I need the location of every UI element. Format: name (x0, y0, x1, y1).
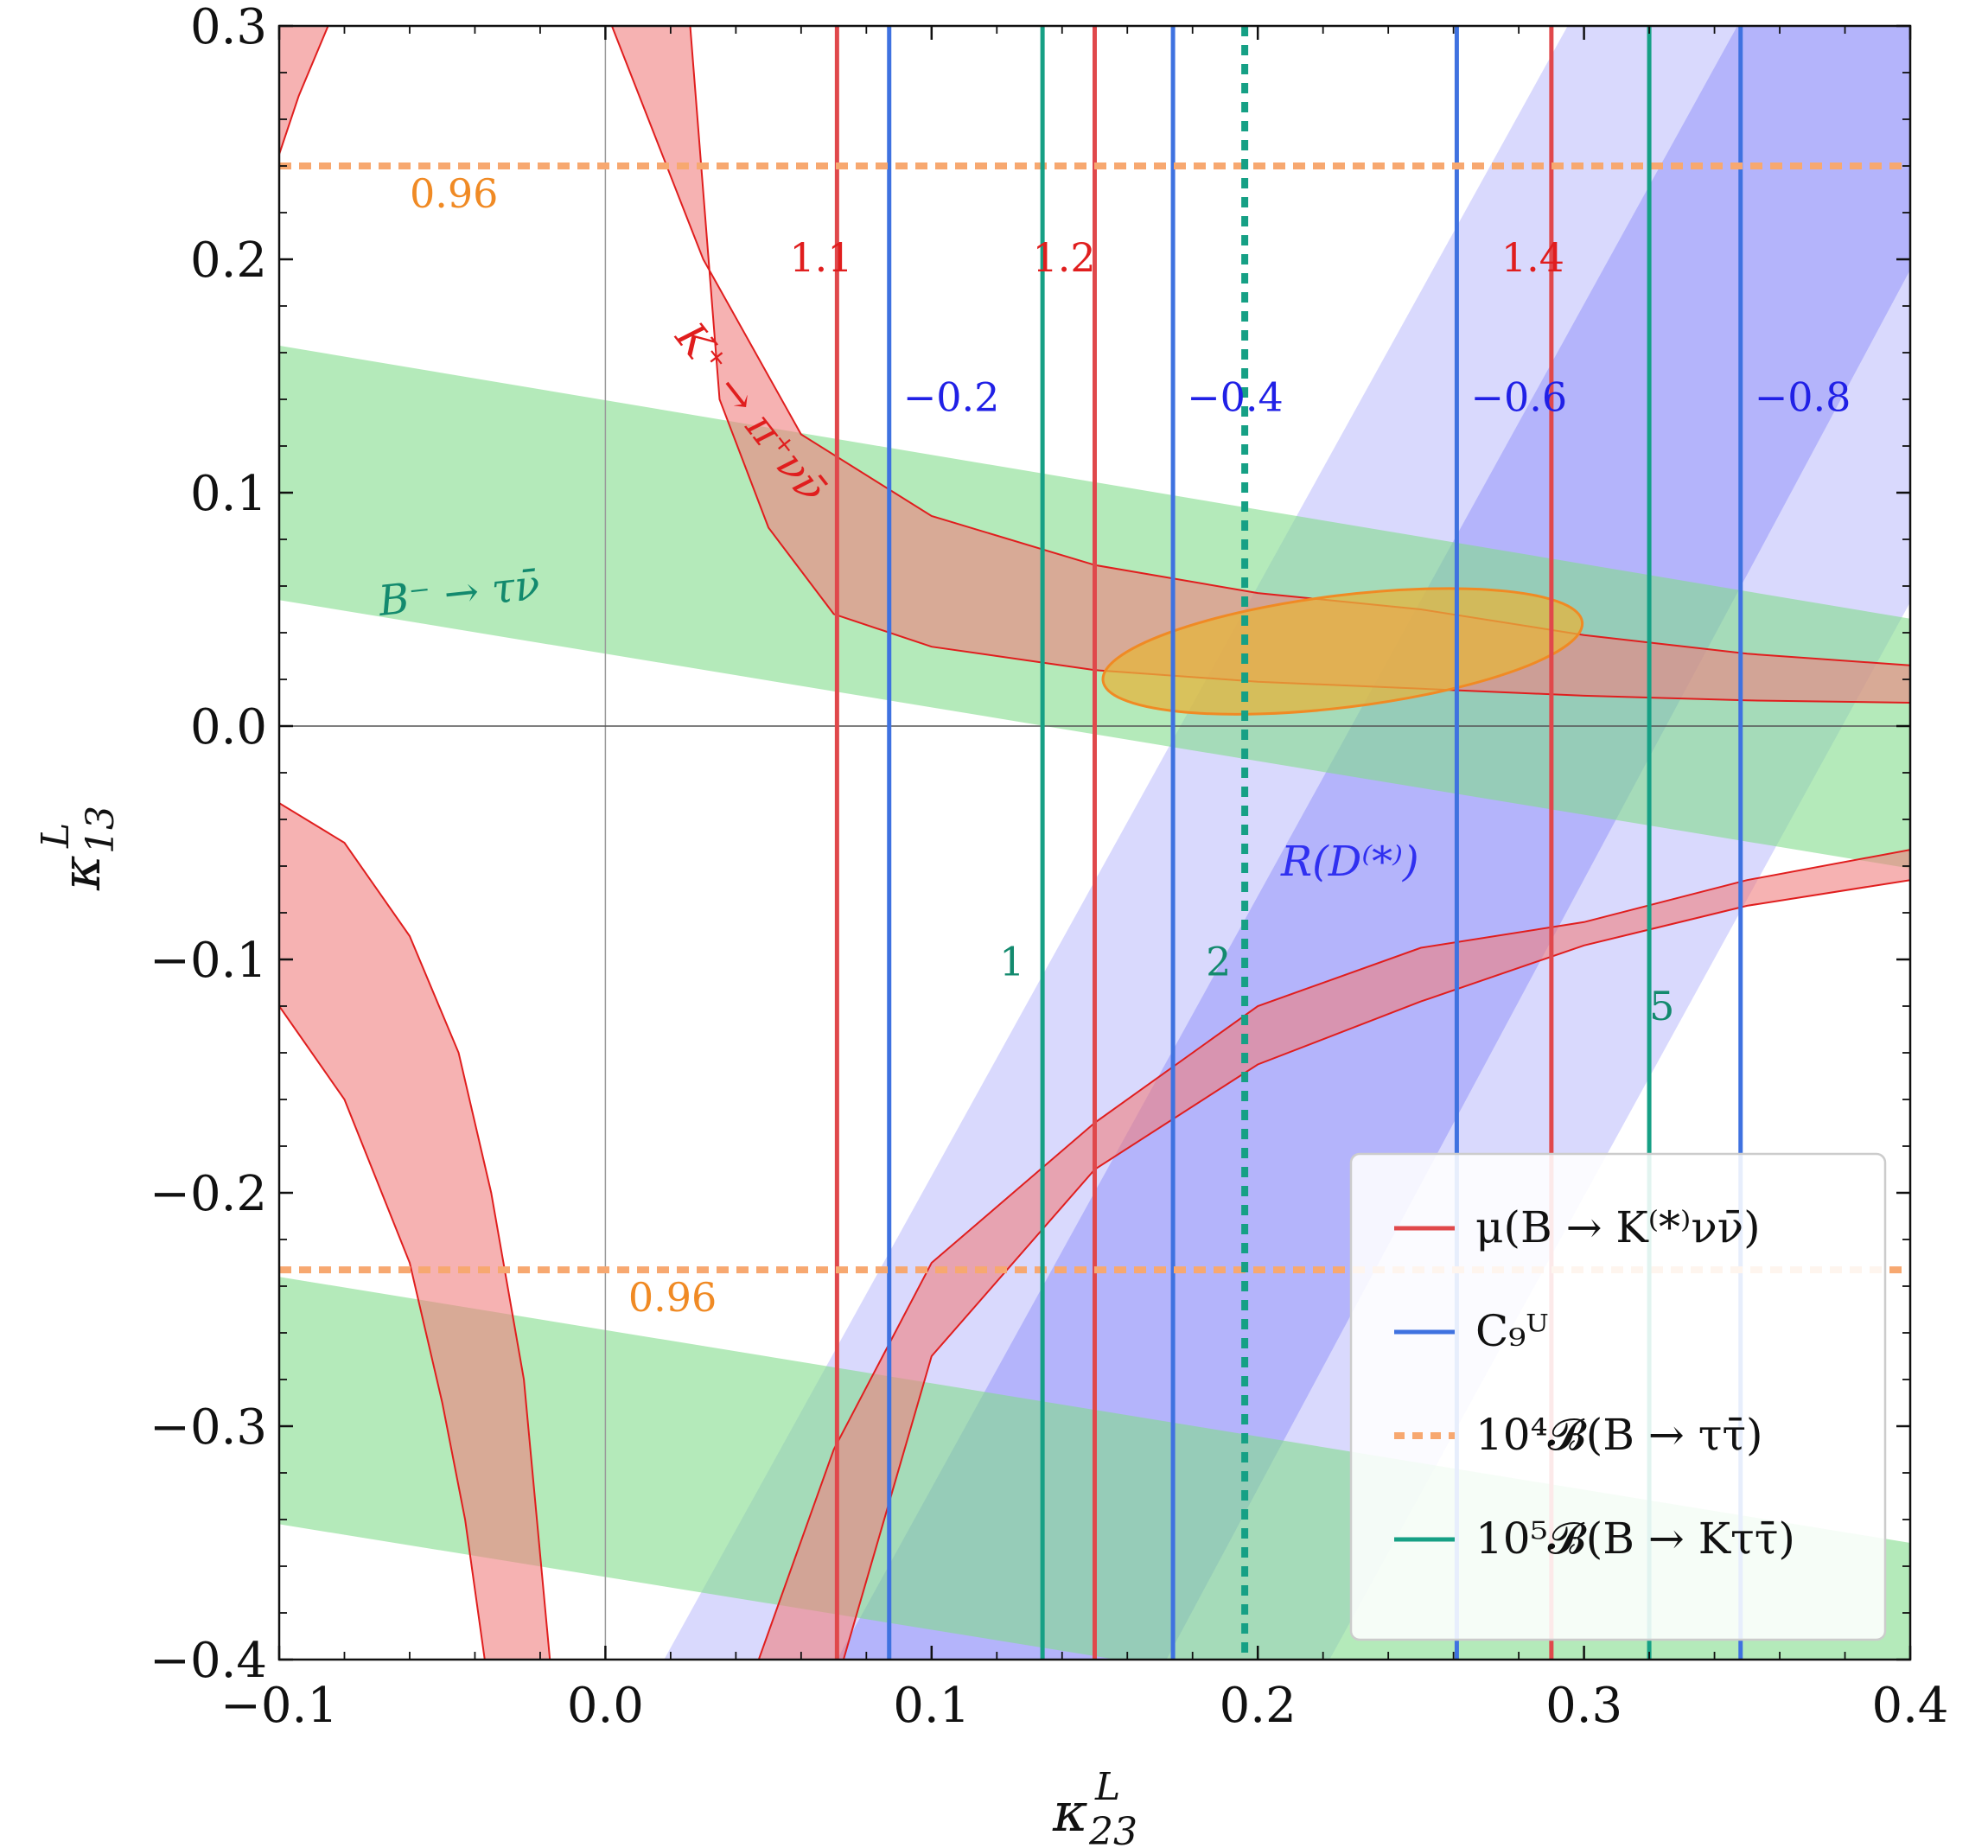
y-tick-label: −0.2 (150, 1166, 267, 1222)
x-axis-label-base: κ (1052, 1781, 1088, 1844)
x-tick-label: −0.1 (220, 1678, 338, 1734)
x-axis-label-sub: 23 (1088, 1810, 1137, 1848)
c9-line-label: −0.6 (1470, 373, 1567, 420)
tick-labels: −0.1 0.0 0.1 0.2 0.3 0.4 −0.4 −0.3 −0.2 −0.1 0.0 0.… (150, 0, 1949, 1734)
fit-ellipse (1101, 587, 1584, 716)
bktautau-line-label: 5 (1649, 983, 1674, 1029)
line-labels: 1.1 1.2 1.4 −0.2 −0.4 −0.6 −0.8 0.96 0.96 1 2 5 (410, 170, 1851, 1321)
y-tick-label: −0.3 (150, 1399, 267, 1456)
bktautau-line-label: 2 (1206, 939, 1231, 985)
x-tick-label: 0.0 (567, 1678, 644, 1734)
y-axis-label-base: κ (49, 855, 112, 891)
x-tick-label: 0.2 (1220, 1678, 1297, 1734)
mu-line-label: 1.2 (1033, 234, 1096, 281)
btautau-line-label: 0.96 (410, 170, 498, 217)
btautau-line-label: 0.96 (628, 1274, 717, 1321)
mu-line-label: 1.1 (789, 234, 852, 281)
x-axis-label: κ L 23 (1052, 1765, 1137, 1848)
k-pi-nu-nu-band-corner (279, 26, 329, 155)
k-pi-nu-nu-band-left (279, 801, 551, 1660)
mu-line-label: 1.4 (1501, 234, 1564, 281)
y-tick-label: −0.1 (150, 933, 267, 989)
c9-line-label: −0.2 (903, 373, 1000, 420)
x-tick-label: 0.3 (1545, 1678, 1622, 1734)
c9-line-label: −0.4 (1187, 373, 1284, 420)
y-tick-label: 0.0 (190, 699, 267, 755)
c9-line-label: −0.8 (1755, 373, 1851, 420)
tick-marks (277, 24, 1912, 1661)
x-axis-label-sup: L (1094, 1765, 1120, 1809)
legend-label: 10⁵𝓑(B → Kττ̄) (1475, 1513, 1795, 1564)
legend-box (1349, 1152, 1887, 1641)
y-axis-label-sub: 13 (79, 806, 123, 854)
plot-frame (277, 24, 1912, 1661)
legend-label: C₉ᵁ (1475, 1306, 1549, 1356)
legend-label: 10⁴𝓑(B → ττ̄) (1475, 1410, 1763, 1460)
r-d-annotation: R(D⁽*⁾) (1280, 838, 1419, 886)
y-tick-label: 0.1 (190, 466, 267, 522)
k-pi-nu-nu-band-lower (757, 849, 1910, 1660)
x-tick-label: 0.4 (1871, 1678, 1948, 1734)
r-d-inner-band (837, 26, 1910, 1660)
legend-label: μ(B → K⁽*⁾νν̄) (1475, 1202, 1761, 1252)
y-tick-label: 0.2 (190, 233, 267, 289)
y-axis-label-sup: L (34, 823, 78, 849)
y-axis-label: κ L 13 (34, 806, 123, 891)
legend: μ(B → K⁽*⁾νν̄) C₉ᵁ 10⁴𝓑(B → ττ̄) 10⁵𝓑(B → K… (1349, 1152, 1887, 1641)
y-tick-label: 0.3 (190, 0, 267, 55)
y-tick-label: −0.4 (150, 1633, 267, 1689)
k-pi-nu-nu-band-upper (610, 26, 1910, 704)
x-tick-label: 0.1 (893, 1678, 970, 1734)
bktautau-line-label: 1 (999, 939, 1024, 985)
